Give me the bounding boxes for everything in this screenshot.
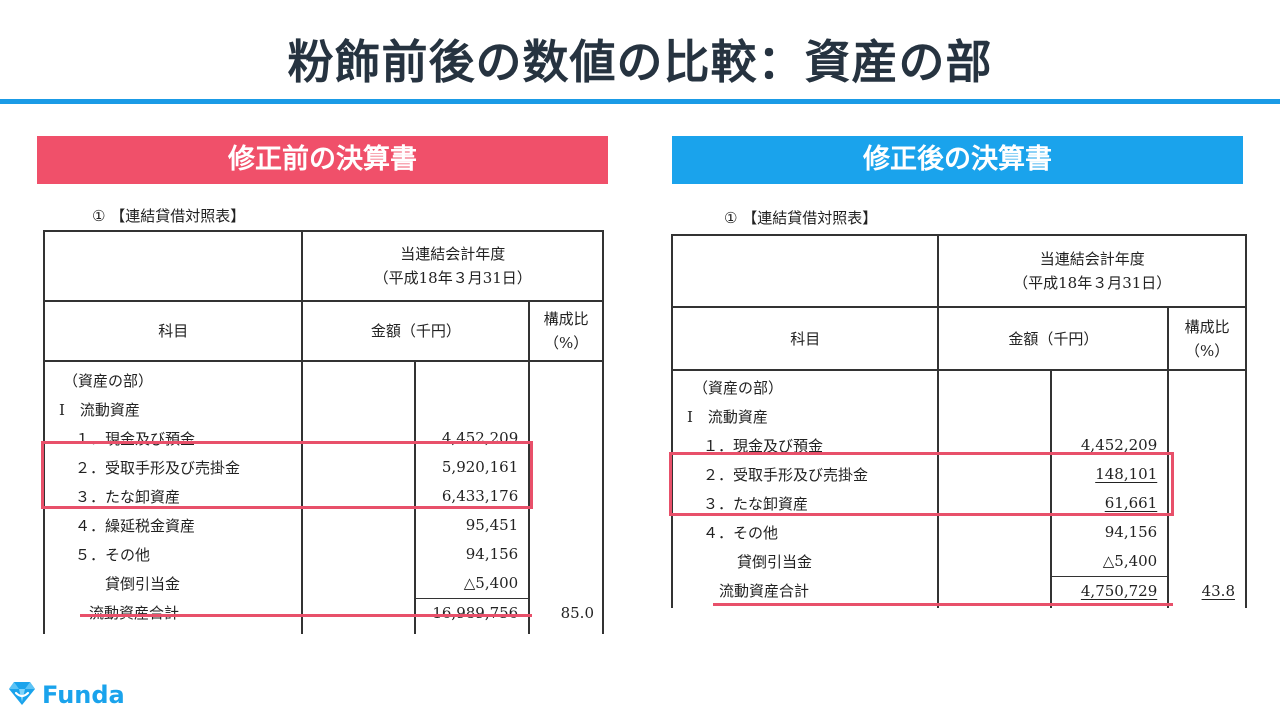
period-header: 当連結会計年度 （平成18年３月31日） [937, 234, 1247, 308]
before-caption: ① 【連結貸借対照表】 [92, 207, 246, 225]
ratio-column: 85.0 [528, 360, 604, 634]
logo-text: Funda [42, 681, 125, 709]
header-blank [42, 230, 304, 302]
period-date: （平成18年３月31日） [373, 269, 532, 287]
period-date: （平成18年３月31日） [1013, 274, 1172, 292]
total-ratio: 85.0 [560, 604, 594, 622]
header-blank [670, 234, 940, 308]
subject-header: 科目 [670, 306, 940, 371]
period-label: 当連結会計年度 [400, 245, 506, 263]
diamond-icon [8, 680, 36, 710]
row-value: △5,400 [1052, 547, 1168, 577]
amount-header: 金額（千円） [937, 306, 1170, 371]
amount-subcolumn [937, 369, 1053, 608]
period-header: 当連結会計年度 （平成18年３月31日） [301, 230, 604, 302]
total-ratio: 43.8 [1201, 582, 1235, 600]
after-balance-sheet: 当連結会計年度 （平成18年３月31日） 科目 金額（千円） 構成比 （%） （… [670, 234, 1247, 608]
row-label: ４．繰延税金資産 [75, 516, 196, 535]
row-label: ３．たな卸資産 [75, 487, 181, 506]
row-label: ５．その他 [75, 545, 151, 564]
total-value: 16,989,756 [432, 604, 519, 622]
row-value: 95,451 [465, 516, 519, 534]
ratio-header-line1: 構成比 [543, 310, 589, 328]
total-label: 流動資産合計 [89, 603, 180, 622]
row-label: Ⅰ 流動資産 [59, 400, 140, 419]
row-label: １．現金及び預金 [703, 436, 824, 455]
slide-title: 粉飾前後の数値の比較：資産の部 [287, 35, 993, 89]
row-value [416, 395, 528, 424]
total-value: 4,750,729 [1080, 582, 1158, 600]
row-label: 貸倒引当金 [737, 552, 813, 571]
period-label: 当連結会計年度 [1039, 250, 1145, 268]
after-total-underline [713, 603, 1173, 606]
subject-header: 科目 [42, 300, 304, 362]
row-label: （資産の部） [693, 378, 784, 397]
ratio-header-line2: （%） [1184, 341, 1230, 360]
row-value: 61,661 [1104, 494, 1158, 512]
ratio-header: 構成比 （%） [1167, 306, 1247, 371]
row-value: △5,400 [416, 569, 529, 599]
ratio-header-line1: 構成比 [1184, 317, 1230, 336]
title-underline [0, 99, 1280, 104]
before-banner: 修正前の決算書 [37, 136, 608, 184]
before-total-underline [80, 614, 532, 617]
row-value: 148,101 [1095, 465, 1158, 483]
row-label: Ⅰ 流動資産 [687, 407, 768, 426]
amount-column: 4,452,209 148,101 61,661 94,156 △5,400 4… [1050, 369, 1170, 608]
subject-column: （資産の部） Ⅰ 流動資産 １．現金及び預金 ２．受取手形及び売掛金 ３．たな卸… [670, 369, 940, 608]
ratio-column: 43.8 [1167, 369, 1247, 608]
after-banner: 修正後の決算書 [672, 136, 1243, 184]
amount-subcolumn [301, 360, 417, 634]
row-value: 94,156 [465, 545, 519, 563]
before-balance-sheet: 当連結会計年度 （平成18年３月31日） 科目 金額（千円） 構成比 （%） （… [42, 230, 604, 634]
row-value: 4,452,209 [1080, 436, 1158, 454]
row-label: ２．受取手形及び売掛金 [703, 465, 869, 484]
subject-column: （資産の部） Ⅰ 流動資産 １．現金及び預金 ２．受取手形及び売掛金 ３．たな卸… [42, 360, 304, 634]
row-value: 6,433,176 [441, 487, 519, 505]
row-value: 5,920,161 [441, 458, 519, 476]
row-label: （資産の部） [63, 371, 154, 390]
after-caption: ① 【連結貸借対照表】 [724, 209, 878, 227]
amount-column: 4,452,209 5,920,161 6,433,176 95,451 94,… [414, 360, 531, 634]
row-label: ２．受取手形及び売掛金 [75, 458, 241, 477]
row-value [1052, 373, 1167, 402]
row-value: 94,156 [1104, 523, 1158, 541]
row-label: 貸倒引当金 [105, 574, 181, 593]
row-value [416, 366, 528, 395]
row-label: ４．その他 [703, 523, 779, 542]
amount-header: 金額（千円） [301, 300, 531, 362]
row-label: ３．たな卸資産 [703, 494, 809, 513]
before-highlight-box [41, 441, 533, 509]
ratio-header-line2: （%） [543, 334, 589, 352]
funda-logo: Funda [8, 680, 125, 710]
row-value [1052, 402, 1167, 431]
ratio-header: 構成比 （%） [528, 300, 604, 362]
after-highlight-box [669, 452, 1174, 516]
total-label: 流動資産合計 [719, 581, 810, 600]
